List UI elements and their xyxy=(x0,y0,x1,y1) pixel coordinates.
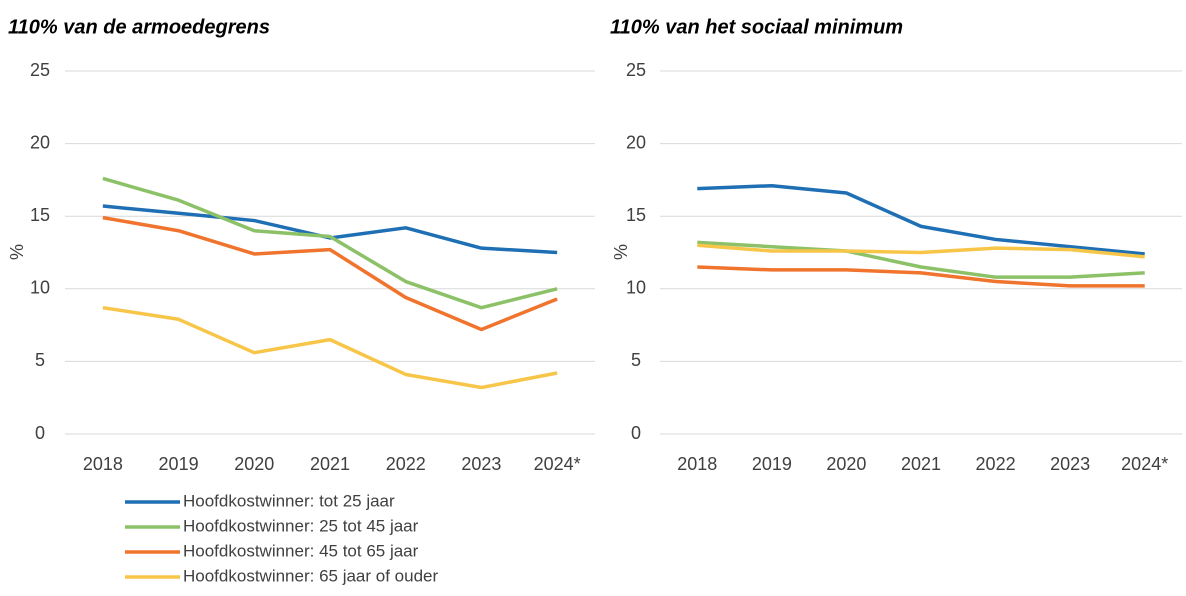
series-line xyxy=(102,215,558,332)
x-tick-label: 2018 xyxy=(677,454,717,474)
y-axis-label: % xyxy=(611,244,631,260)
x-tick-label: 2018 xyxy=(83,454,123,474)
x-tick-label: 2024* xyxy=(1121,454,1168,474)
legend-label: Hoofdkostwinner: 25 tot 45 jaar xyxy=(183,516,419,535)
legend-label: Hoofdkostwinner: 65 jaar of ouder xyxy=(183,566,438,585)
chart-title: 110% van de armoedegrens xyxy=(8,16,270,38)
series-line xyxy=(697,243,1145,259)
x-tick-label: 2022 xyxy=(386,454,426,474)
legend-label: Hoofdkostwinner: 45 tot 65 jaar xyxy=(183,541,419,560)
chart-title: 110% van het sociaal minimum xyxy=(610,16,903,38)
series-line xyxy=(697,183,1145,256)
x-tick-label: 2023 xyxy=(461,454,501,474)
series-line xyxy=(102,176,558,310)
y-tick-label: 5 xyxy=(631,350,641,370)
x-tick-label: 2019 xyxy=(159,454,199,474)
y-tick-label: 10 xyxy=(626,278,646,298)
y-axis-label: % xyxy=(7,244,27,260)
x-tick-label: 2024* xyxy=(534,454,581,474)
series-line xyxy=(697,240,1145,279)
x-tick-label: 2021 xyxy=(310,454,350,474)
y-tick-label: 10 xyxy=(30,278,50,298)
y-tick-label: 5 xyxy=(35,350,45,370)
y-tick-label: 20 xyxy=(30,132,50,152)
y-tick-label: 0 xyxy=(35,423,45,443)
y-tick-label: 15 xyxy=(626,205,646,225)
y-tick-label: 20 xyxy=(626,132,646,152)
x-tick-label: 2020 xyxy=(234,454,274,474)
y-tick-label: 0 xyxy=(631,423,641,443)
y-tick-label: 15 xyxy=(30,205,50,225)
legend-label: Hoofdkostwinner: tot 25 jaar xyxy=(183,491,395,510)
x-tick-label: 2023 xyxy=(1050,454,1090,474)
series-line xyxy=(102,305,558,390)
y-tick-label: 25 xyxy=(30,60,50,80)
x-tick-label: 2022 xyxy=(976,454,1016,474)
x-tick-label: 2021 xyxy=(901,454,941,474)
x-tick-label: 2019 xyxy=(752,454,792,474)
series-line xyxy=(697,265,1145,288)
x-tick-label: 2020 xyxy=(826,454,866,474)
y-tick-label: 25 xyxy=(626,60,646,80)
